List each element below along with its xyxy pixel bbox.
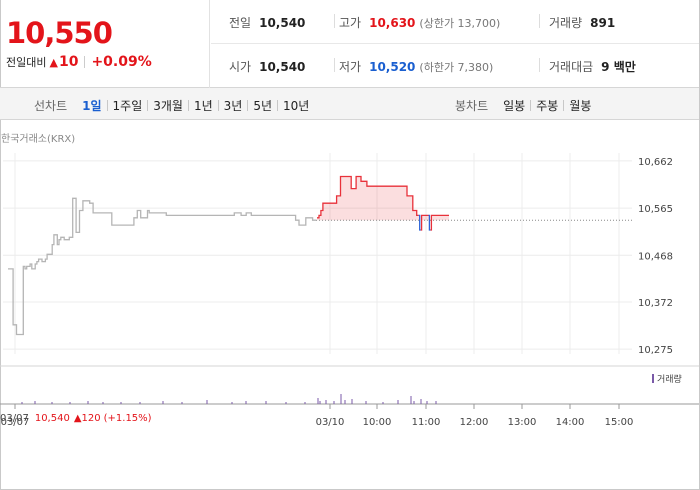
period-10y[interactable]: 10년 <box>283 99 310 113</box>
stat-value: 10,540 <box>259 16 306 30</box>
y-tick-label: 10,662 <box>638 157 673 168</box>
today-line-segment <box>317 175 419 219</box>
up-triangle-icon: ▲ <box>49 55 58 69</box>
info-change: 120 <box>81 413 101 424</box>
change-percent: +0.09% <box>91 54 152 70</box>
line-chart-periods: 선차트 1일 1주일 3개월 1년 3년 5년 10년 <box>34 97 314 114</box>
period-1d[interactable]: 1일 <box>82 99 102 113</box>
y-tick-label: 10,565 <box>638 204 673 215</box>
chart-toolbar: 선차트 1일 1주일 3개월 1년 3년 5년 10년 봉차트 일봉 주봉 월봉 <box>0 88 699 120</box>
candle-daily[interactable]: 일봉 <box>503 99 526 113</box>
stat-value: 10,520 <box>369 60 416 74</box>
volume-bars <box>21 394 437 404</box>
x-tick-label: 11:00 <box>412 417 441 428</box>
stat-prev-close: 전일 10,540 <box>229 14 305 31</box>
period-1y[interactable]: 1년 <box>193 99 213 113</box>
x-axis-ticks: 03/07 03/10 10:00 11:00 12:00 13:00 14:00 15:00 <box>1 404 634 428</box>
y-tick-label: 10,275 <box>638 345 673 356</box>
stat-separator <box>539 14 540 28</box>
quote-summary: 10,550 전일대비 ▲ 10 +0.09% 전일 10,540 고가 10,… <box>0 0 699 88</box>
stats-row-1: 전일 10,540 고가 10,630 (상한가 13,700) 거래량 891 <box>211 0 699 44</box>
x-tick-label: 12:00 <box>460 417 489 428</box>
period-separator <box>247 100 249 111</box>
period-separator <box>147 100 149 111</box>
stat-label: 거래대금 <box>549 60 594 74</box>
stat-sub: (상한가 13,700) <box>419 17 501 30</box>
period-5y[interactable]: 5년 <box>253 99 273 113</box>
candle-chart-title: 봉차트 <box>455 99 489 113</box>
stat-label: 거래량 <box>549 16 583 30</box>
x-tick-label: 10:00 <box>363 417 392 428</box>
info-percent: (+1.15%) <box>103 413 152 424</box>
stat-value: 891 <box>590 16 616 30</box>
hover-info: 03/07 10,540 ▲ 120 (+1.15%) <box>0 413 152 424</box>
gain-area-fill <box>317 176 449 221</box>
info-date: 03/07 <box>0 413 29 424</box>
info-price: 10,540 <box>34 413 70 424</box>
stat-value: 9 백만 <box>601 60 636 74</box>
change-row: 전일대비 ▲ 10 +0.09% <box>6 54 152 70</box>
period-separator <box>217 100 219 111</box>
stat-high: 고가 10,630 (상한가 13,700) <box>339 14 500 31</box>
today-line-segment <box>428 214 431 231</box>
gain-area <box>317 176 449 221</box>
stat-separator <box>334 14 335 28</box>
change-label: 전일대비 <box>6 56 47 69</box>
y-axis-ticks: 10,662 10,565 10,468 10,372 10,275 <box>638 157 673 356</box>
price-box: 10,550 전일대비 ▲ 10 +0.09% <box>0 0 210 88</box>
stat-separator <box>334 58 335 72</box>
info-arrow: ▲ <box>73 413 82 424</box>
change-value: 10 <box>58 54 79 70</box>
today-line-segment <box>430 214 449 231</box>
stat-sub: (하한가 7,380) <box>419 61 494 74</box>
period-separator <box>187 100 189 111</box>
x-tick-label: 15:00 <box>605 417 634 428</box>
stat-label: 고가 <box>339 16 362 30</box>
stats-row-2: 시가 10,540 저가 10,520 (하한가 7,380) 거래대금 9 백… <box>211 44 699 88</box>
stat-label: 시가 <box>229 60 252 74</box>
candle-chart-periods: 봉차트 일봉 주봉 월봉 <box>455 97 596 114</box>
stat-amount: 거래대금 9 백만 <box>549 58 636 75</box>
stat-separator <box>539 58 540 72</box>
period-separator <box>530 100 532 111</box>
x-tick-label: 14:00 <box>556 417 585 428</box>
candle-monthly[interactable]: 월봉 <box>569 99 592 113</box>
stat-open: 시가 10,540 <box>229 58 305 75</box>
change-divider <box>84 56 86 68</box>
x-tick-label: 13:00 <box>508 417 537 428</box>
stat-value: 10,540 <box>259 60 306 74</box>
today-line-segment <box>420 214 429 231</box>
stat-label: 전일 <box>229 16 252 30</box>
x-tick-label: 03/07 <box>1 417 30 428</box>
stats-table: 전일 10,540 고가 10,630 (상한가 13,700) 거래량 891… <box>211 0 699 88</box>
period-1w[interactable]: 1주일 <box>112 99 143 113</box>
line-chart-title: 선차트 <box>34 99 68 113</box>
prev-day-line <box>8 197 316 336</box>
period-separator <box>106 100 108 111</box>
period-separator <box>277 100 279 111</box>
stat-label: 저가 <box>339 60 362 74</box>
market-label: 한국거래소(KRX) <box>1 134 76 145</box>
period-3m[interactable]: 3개월 <box>153 99 183 113</box>
y-tick-label: 10,372 <box>638 298 673 309</box>
stat-value: 10,630 <box>369 16 416 30</box>
y-tick-label: 10,468 <box>638 251 673 262</box>
chart-grid <box>0 153 699 405</box>
volume-swatch <box>652 374 654 383</box>
x-tick-label: 03/10 <box>316 417 345 428</box>
candle-weekly[interactable]: 주봉 <box>536 99 559 113</box>
period-3y[interactable]: 3년 <box>223 99 243 113</box>
period-separator <box>563 100 565 111</box>
price-lines <box>8 175 632 336</box>
volume-legend-label: 거래량 <box>657 375 682 385</box>
today-line-segment <box>418 214 421 231</box>
current-price: 10,550 <box>6 16 113 50</box>
stat-low: 저가 10,520 (하한가 7,380) <box>339 58 493 75</box>
volume-legend: 거래량 <box>652 372 682 385</box>
stat-volume: 거래량 891 <box>549 14 615 31</box>
